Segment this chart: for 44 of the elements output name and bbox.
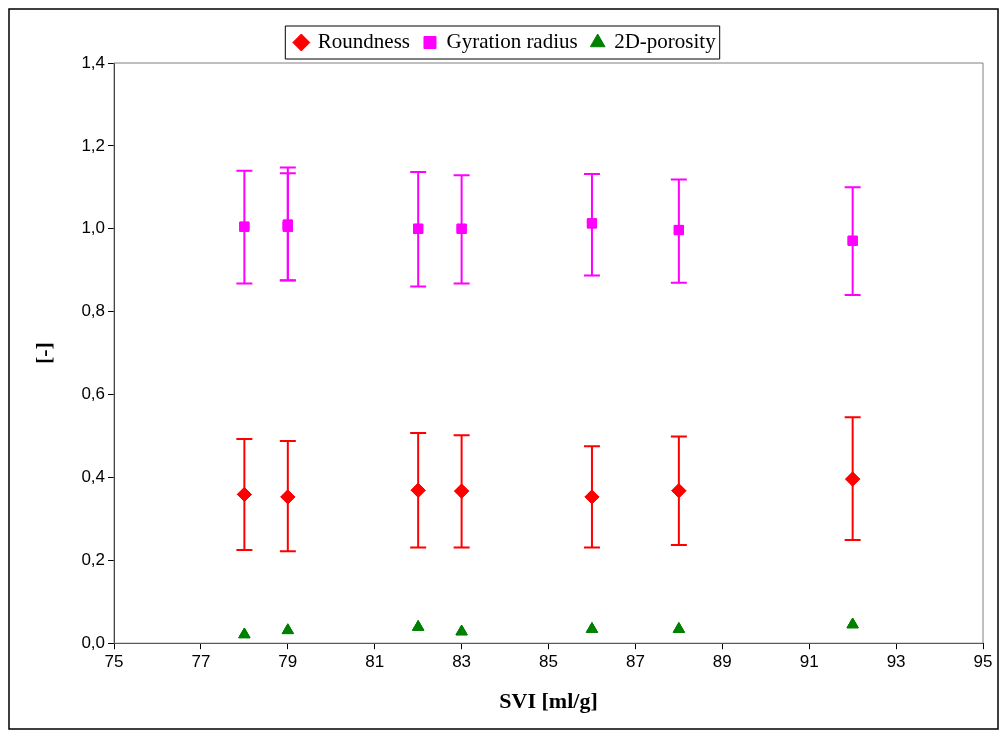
point <box>455 624 468 636</box>
point <box>671 483 687 499</box>
point <box>412 620 425 631</box>
point <box>410 482 426 498</box>
point <box>280 489 296 505</box>
x-tick-label: 89 <box>712 652 732 672</box>
point <box>672 622 685 633</box>
y-tick-label: 0,4 <box>81 467 106 487</box>
point <box>586 218 598 229</box>
x-tick-label: 95 <box>973 652 993 672</box>
point <box>846 617 859 629</box>
point <box>413 223 424 234</box>
y-tick-label: 1,4 <box>81 52 106 72</box>
point <box>847 235 858 246</box>
y-tick-label: 0,0 <box>81 632 106 652</box>
point <box>454 483 470 499</box>
x-tick-label: 77 <box>191 652 211 672</box>
legend-label: Gyration radius <box>446 29 578 54</box>
point <box>281 623 294 635</box>
legend-label: 2D-porosity <box>614 29 717 54</box>
y-tick-label: 1,2 <box>81 135 106 155</box>
point <box>584 489 600 505</box>
y-tick-label: 0,2 <box>81 550 106 569</box>
legend-label: Roundness <box>317 29 410 54</box>
point <box>238 627 251 639</box>
point <box>456 223 467 234</box>
point <box>673 224 684 236</box>
x-tick-label: 91 <box>799 652 819 672</box>
x-tick-label: 79 <box>278 652 298 672</box>
x-tick-label: 85 <box>539 652 558 672</box>
x-tick-label: 81 <box>365 652 385 672</box>
y-tick-label: 0,6 <box>81 384 106 404</box>
x-tick-label: 75 <box>104 652 124 672</box>
point <box>585 622 599 633</box>
y-axis-title: [-] <box>30 342 56 365</box>
x-axis-title: SVI [ml/g] <box>499 688 598 714</box>
point <box>236 486 252 502</box>
x-tick-label: 83 <box>452 652 472 672</box>
y-tick-label: 1,0 <box>81 218 106 238</box>
point <box>239 221 250 232</box>
x-tick-label: 87 <box>625 652 645 672</box>
y-tick-label: 0,8 <box>81 301 106 321</box>
point <box>845 471 861 487</box>
x-tick-label: 93 <box>886 652 906 672</box>
